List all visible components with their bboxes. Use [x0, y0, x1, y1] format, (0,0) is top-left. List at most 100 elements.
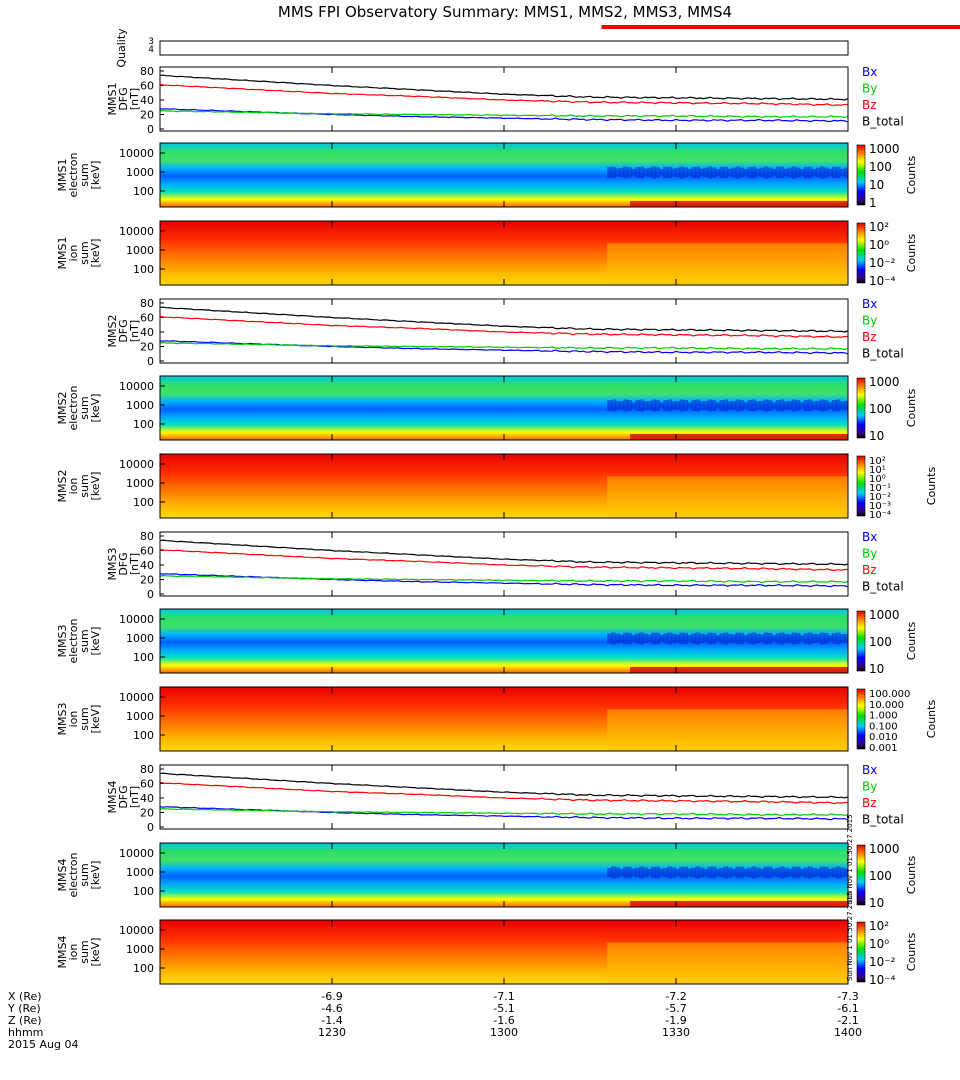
panel-ylabel-line: DFG	[117, 785, 130, 808]
spectrogram-band	[731, 167, 737, 178]
spectrogram-band	[807, 632, 813, 645]
y-tick-label: 80	[140, 65, 154, 78]
spectrogram-band	[771, 868, 777, 877]
x-axis-tick-z: -2.1	[837, 1014, 858, 1027]
spectrogram-band	[751, 166, 757, 179]
colorbar-tick-label: 10	[869, 429, 884, 443]
colorbar-tick-label: 1000	[869, 608, 900, 622]
y-tick-label: 10000	[119, 225, 154, 238]
spectrogram-band	[647, 634, 652, 643]
panel-ylabel-line: [keV]	[89, 627, 102, 656]
spectrogram-band	[763, 399, 769, 412]
y-tick-label: 20	[140, 807, 154, 820]
spectrogram-band	[795, 400, 801, 411]
y-tick-label: 1000	[126, 943, 154, 956]
spectrogram-band	[719, 400, 725, 411]
spectrogram-band	[607, 243, 848, 285]
spectrogram-band	[791, 166, 797, 179]
spectrogram-band	[811, 401, 817, 410]
quality-frame	[159, 40, 849, 56]
y-tick-label: 40	[140, 94, 154, 107]
panel-ylabel-line: MMS3	[56, 703, 69, 736]
series-line-by	[159, 341, 849, 351]
x-axis-tick-y: -5.1	[493, 1002, 514, 1015]
x-axis-tick-x: -6.9	[321, 990, 342, 1003]
spectrogram-band	[827, 868, 833, 877]
colorbar-label: Counts	[905, 933, 918, 972]
spectrogram-band	[703, 401, 709, 410]
colorbar-tick-label: 10²	[869, 456, 886, 467]
y-tick-label: 40	[140, 559, 154, 572]
spectrogram-band	[747, 633, 753, 644]
colorbar-label: Counts	[905, 389, 918, 428]
legend-bz: Bz	[862, 563, 877, 577]
spectrogram-band	[807, 866, 813, 879]
legend-bz: Bz	[862, 98, 877, 112]
panel-ylabel-line: [keV]	[89, 938, 102, 967]
series-line-bz	[159, 781, 849, 805]
spectrogram-band	[735, 866, 741, 879]
spectrogram-band	[811, 867, 817, 878]
spectrogram-band	[815, 400, 821, 410]
spectrogram-band	[823, 866, 829, 879]
spectrogram-band	[747, 400, 753, 411]
spectrogram-band	[687, 168, 692, 176]
spectrogram-band	[703, 167, 709, 178]
spectrogram-band	[647, 868, 652, 876]
colorbar-tick-label: 10⁰	[869, 238, 889, 252]
spectrogram-band	[655, 632, 660, 645]
spectrogram-band	[607, 476, 848, 518]
spectrogram-band	[803, 633, 809, 644]
spectrogram-band	[831, 633, 837, 644]
spectrogram-band	[839, 867, 845, 878]
spectrogram-band	[687, 868, 692, 877]
spectrogram-band	[715, 402, 721, 409]
spectrogram-band	[779, 866, 785, 879]
spectrogram-band	[759, 167, 765, 178]
spectrogram-band	[707, 632, 713, 645]
spectrogram-band	[679, 399, 684, 412]
colorbar-label: Counts	[905, 856, 918, 895]
panel-ylabel-line: electron	[67, 386, 80, 431]
spectrogram-band	[731, 401, 737, 410]
spectrogram-band	[779, 166, 785, 179]
y-tick-label: 1000	[126, 710, 154, 723]
spectrogram-band	[651, 399, 656, 412]
colorbar-tick-label: 10⁰	[869, 474, 886, 485]
spectrogram-band	[779, 632, 785, 645]
spectrogram-band	[643, 401, 648, 410]
spectrogram-band	[791, 632, 797, 645]
spectrogram-band	[639, 399, 644, 412]
colorbar-tick-label: 0.001	[869, 743, 898, 754]
spectrogram-band	[835, 399, 841, 412]
spectrogram-band	[683, 400, 688, 411]
spectrogram-band	[623, 166, 628, 179]
spectrogram-band	[739, 866, 745, 879]
spectrogram-band	[663, 867, 668, 878]
spectrogram-band	[707, 166, 713, 179]
spectrogram-band	[799, 402, 805, 409]
spectrogram-band	[823, 633, 829, 644]
colorbar-tick-label: 100	[869, 635, 892, 649]
spectrogram-band	[843, 400, 849, 411]
legend-by: By	[862, 82, 877, 96]
spectrogram-band	[691, 400, 696, 411]
spectrogram-band	[623, 632, 628, 645]
panel-ylabel-line: MMS3	[56, 625, 69, 658]
spectrogram-band	[691, 166, 696, 179]
spectrogram-band	[611, 166, 616, 179]
spectrogram-band	[635, 166, 640, 178]
panel-ylabel-line: MMS1	[106, 83, 119, 116]
spectrogram-band	[659, 169, 664, 176]
spectrogram-band	[767, 400, 773, 411]
colorbar-label: Counts	[905, 234, 918, 273]
spectrogram-band	[711, 632, 717, 644]
spectrogram-band	[703, 634, 709, 643]
y-tick-label: 80	[140, 530, 154, 543]
colorbar-tick-label: 100.000	[869, 689, 910, 700]
x-axis-tick-y: -4.6	[321, 1002, 342, 1015]
